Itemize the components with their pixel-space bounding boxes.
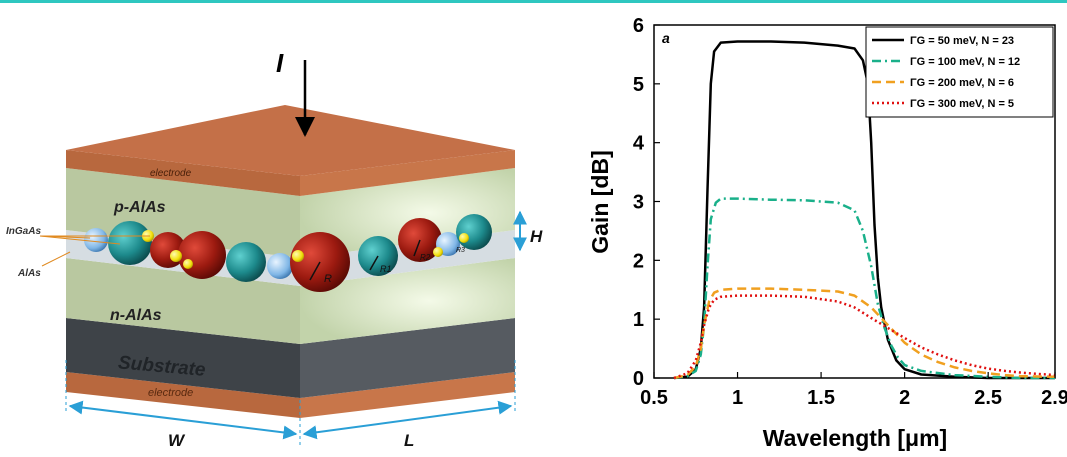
gain-chart: 0.5 1 1.5 2 2.5 2.9 0 1 2 3 4 5 6 a Wavelength [μm]… [587, 15, 1067, 451]
length-label: L [404, 431, 414, 450]
x-tick-label: 2.5 [974, 387, 1002, 409]
y-tick-label: 2 [633, 250, 644, 272]
laser-device-diagram: electrode Substrate n-AlAs p-AlAs electr… [6, 48, 543, 450]
material-callouts: InGaAs AlAs [6, 226, 150, 279]
radius-label-r1: R1 [380, 264, 392, 274]
legend-label-3: ΓG = 300 meV, N = 5 [910, 98, 1014, 110]
substrate-layer: Substrate [66, 318, 515, 398]
legend-items: ΓG = 50 meV, N = 23 ΓG = 100 meV, N = 12 Γ… [872, 35, 1020, 110]
legend: ΓG = 50 meV, N = 23 ΓG = 100 meV, N = 12 Γ… [865, 26, 1054, 118]
x-tick-label: 2.9 [1041, 387, 1067, 409]
x-tick-label: 2 [899, 387, 910, 409]
x-tick-label: 0.5 [640, 387, 668, 409]
width-length-dimensions: W L [65, 360, 516, 450]
y-tick-label: 4 [633, 133, 645, 155]
p-alas-label: p-AlAs [113, 199, 166, 216]
height-label: H [530, 227, 543, 246]
gain-curves [673, 40, 1056, 380]
panel-label: a [662, 30, 670, 46]
legend-label-0: ΓG = 50 meV, N = 23 [910, 35, 1014, 47]
radius-label-r2: R2 [420, 253, 431, 262]
ingaas-callout: InGaAs [6, 226, 41, 237]
top-electrode: electrode [66, 105, 515, 196]
width-label: W [168, 431, 186, 450]
radius-label-r3: R3 [456, 247, 465, 254]
y-tick-label: 0 [633, 368, 644, 390]
bottom-electrode-label: electrode [148, 387, 193, 399]
radius-label-r: R [324, 273, 332, 285]
y-tick-label: 5 [633, 74, 644, 96]
top-accent-line [0, 0, 1067, 3]
y-axis-label: Gain [dB] [587, 150, 613, 254]
top-electrode-label: electrode [150, 168, 192, 179]
series-line-1 [673, 197, 1055, 380]
x-tick-label: 1.5 [807, 387, 835, 409]
n-alas-label: n-AlAs [110, 307, 162, 324]
series-line-3 [673, 294, 1056, 380]
quantum-dots [84, 214, 492, 292]
y-tick-label: 1 [633, 309, 644, 331]
y-axis-ticks: 0 1 2 3 4 5 6 [633, 15, 660, 390]
y-tick-label: 3 [633, 192, 644, 214]
y-tick-label: 6 [633, 15, 644, 37]
x-tick-label: 1 [732, 387, 743, 409]
legend-label-1: ΓG = 100 meV, N = 12 [910, 56, 1020, 68]
x-axis-label: Wavelength [μm] [763, 425, 947, 451]
alas-callout: AlAs [17, 268, 41, 279]
current-arrow: I [276, 48, 315, 137]
current-label: I [276, 48, 284, 78]
height-dimension: H [513, 210, 543, 252]
legend-label-2: ΓG = 200 meV, N = 6 [910, 77, 1014, 89]
x-axis-ticks: 0.5 1 1.5 2 2.5 2.9 [640, 372, 1067, 409]
series-line-0 [673, 40, 1055, 380]
